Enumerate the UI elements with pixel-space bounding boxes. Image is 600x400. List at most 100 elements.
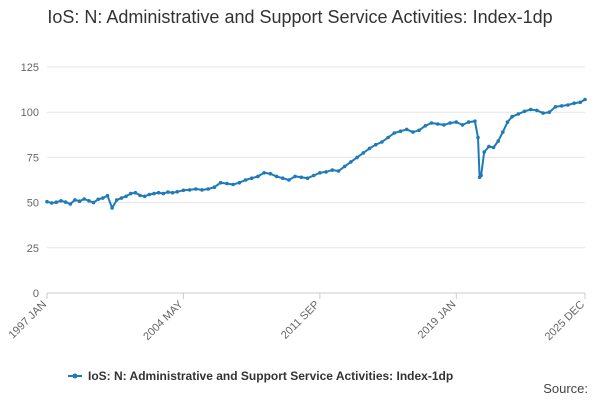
data-point (161, 191, 166, 196)
chart-title: IoS: N: Administrative and Support Servi… (47, 7, 553, 27)
data-point (54, 200, 59, 204)
y-tick-label: 25 (27, 243, 39, 255)
data-point (386, 135, 390, 140)
data-point (491, 145, 496, 150)
data-point (566, 103, 570, 107)
data-point (243, 178, 248, 182)
data-point (496, 139, 501, 143)
data-point (435, 122, 440, 126)
data-point (559, 104, 564, 108)
data-point (528, 107, 533, 112)
data-point (411, 130, 415, 134)
y-tick-label: 50 (27, 198, 39, 210)
data-point (398, 129, 403, 133)
data-point (404, 127, 409, 132)
y-tick-label: 125 (21, 62, 39, 74)
data-point (82, 197, 86, 201)
data-point (68, 202, 73, 206)
data-point (49, 201, 54, 205)
legend-label[interactable]: IoS: N: Administrative and Support Servi… (88, 369, 453, 383)
data-point (200, 188, 204, 192)
data-point (133, 190, 138, 195)
data-point (505, 120, 510, 124)
data-point (101, 196, 105, 200)
data-point (138, 193, 142, 198)
data-point (479, 173, 483, 178)
data-point (355, 155, 359, 160)
data-point (330, 168, 335, 172)
data-point (124, 194, 128, 199)
y-tick-label: 100 (21, 107, 39, 119)
data-point (318, 171, 322, 175)
x-tick-label: 1997 JAN (6, 299, 49, 342)
data-point (156, 190, 161, 195)
data-point (237, 180, 242, 185)
data-point (336, 169, 341, 173)
data-point (175, 190, 179, 194)
data-point (268, 171, 273, 176)
series-line (46, 98, 586, 209)
data-point (572, 101, 576, 105)
data-point (476, 135, 480, 140)
data-point (128, 191, 133, 196)
data-point (392, 131, 397, 135)
data-point (218, 180, 223, 185)
data-point (429, 121, 434, 125)
x-tick-label: 2011 SEP (279, 299, 322, 342)
data-point (516, 112, 521, 116)
data-point (305, 176, 310, 180)
gridlines (47, 66, 585, 294)
data-point (311, 173, 316, 178)
data-point (212, 185, 217, 189)
data-point (87, 199, 91, 203)
y-tick-label: 75 (27, 152, 39, 164)
data-point (45, 199, 49, 204)
data-point (194, 187, 198, 191)
data-point (96, 197, 100, 202)
data-point (115, 198, 119, 202)
data-point (473, 119, 477, 123)
x-tick-label: 2004 MAY (141, 298, 186, 343)
data-point (142, 194, 147, 199)
data-point (77, 199, 82, 203)
data-point (187, 188, 192, 192)
data-point (423, 124, 428, 128)
data-point (342, 164, 347, 169)
data-point (466, 120, 471, 124)
data-point (487, 144, 491, 149)
data-point (293, 174, 297, 179)
data-point (454, 120, 459, 124)
data-point (59, 199, 63, 203)
data-point (482, 150, 487, 154)
data-point (274, 174, 279, 179)
data-point (442, 123, 446, 127)
data-point (152, 191, 156, 196)
data-point (299, 175, 304, 180)
data-point (361, 151, 366, 155)
data-point (206, 187, 210, 191)
data-point (553, 105, 558, 109)
source-label[interactable]: Source: (543, 381, 588, 396)
data-point (110, 206, 114, 210)
data-point (324, 170, 328, 174)
data-series (45, 97, 587, 210)
data-point (583, 97, 587, 102)
x-tick-label: 2019 JAN (416, 299, 459, 342)
data-point (448, 121, 452, 125)
legend-point-marker (72, 373, 78, 379)
x-tick-label: 2025 DEC (543, 299, 587, 343)
y-tick-label: 0 (33, 288, 39, 300)
data-point (119, 196, 124, 200)
data-point (535, 108, 539, 113)
legend[interactable]: IoS: N: Administrative and Support Servi… (68, 369, 453, 383)
data-point (541, 111, 545, 115)
data-point (73, 198, 77, 202)
data-point (63, 200, 68, 204)
data-point (249, 176, 254, 180)
data-point (147, 192, 152, 197)
data-point (373, 142, 378, 147)
data-point (417, 128, 421, 133)
data-point (578, 100, 583, 105)
data-point (460, 123, 465, 127)
